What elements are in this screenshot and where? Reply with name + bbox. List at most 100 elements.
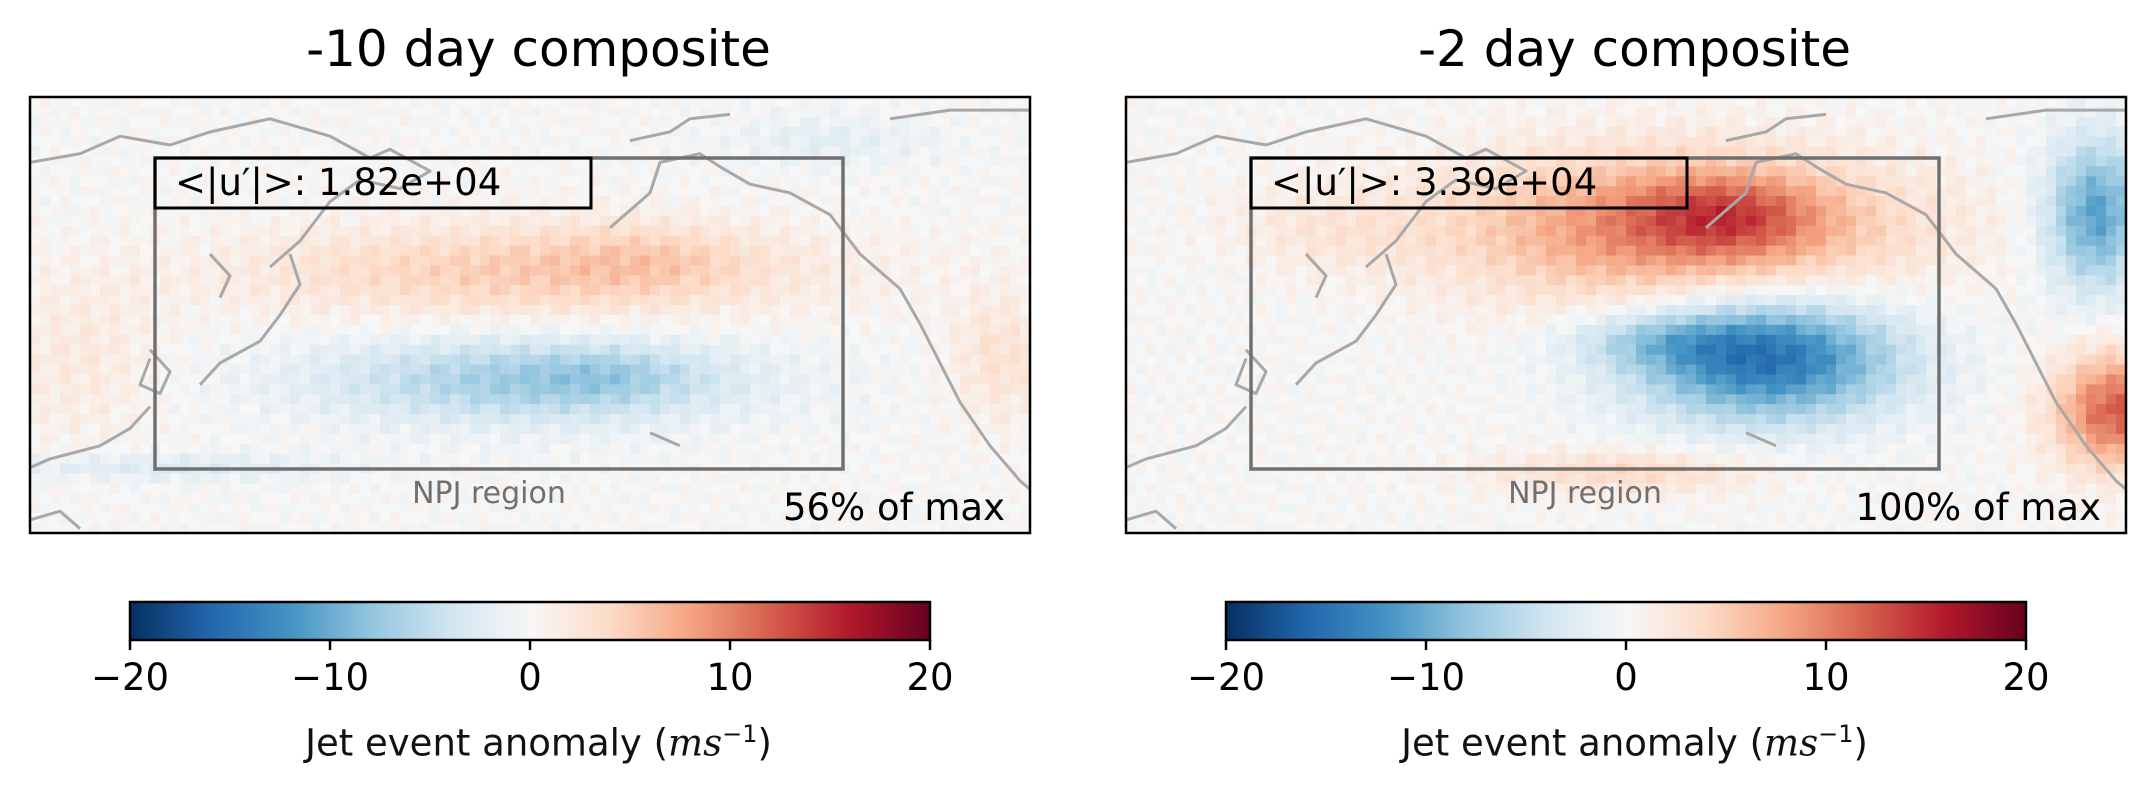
heatmap-cell [970,245,981,257]
heatmap-cell [320,126,331,138]
heatmap-cell [910,324,921,336]
heatmap-cell [840,206,851,217]
heatmap-cell [930,414,941,425]
heatmap-cell [1886,136,1897,148]
heatmap-cell [910,414,921,425]
heatmap-cell [690,275,701,286]
heatmap-cell [850,206,861,217]
heatmap-cell [650,523,661,533]
heatmap-cell [850,394,861,405]
heatmap-cell [750,523,761,533]
heatmap-cell [300,394,311,405]
heatmap-cell [720,384,731,395]
heatmap-cell [900,503,911,514]
heatmap-cell [480,453,491,465]
heatmap-cell [210,225,221,237]
heatmap-cell [930,443,941,455]
heatmap-cell [370,453,381,465]
heatmap-cell [930,305,941,316]
heatmap-cell [390,414,401,425]
heatmap-cell [690,235,701,247]
heatmap-cell [540,206,551,217]
heatmap-cell [50,513,61,524]
heatmap-cell [270,106,281,118]
heatmap-cell [810,206,821,217]
heatmap-cell [890,156,901,167]
heatmap-cell [410,146,421,158]
heatmap-cell [480,225,491,237]
heatmap-cell [770,473,781,485]
heatmap-cell [980,245,991,257]
heatmap-cell [1766,106,1777,118]
heatmap-cell [430,523,441,533]
heatmap-cell [50,414,61,425]
heatmap-cell [790,215,801,227]
heatmap-cell [450,394,461,405]
heatmap-cell [1736,106,1747,118]
heatmap-cell [910,97,921,108]
heatmap-cell [230,285,241,296]
heatmap-cell [740,126,751,138]
heatmap-cell [1236,126,1247,138]
heatmap-cell [480,156,491,167]
heatmap-cell [400,305,411,316]
heatmap-cell [800,265,811,276]
heatmap-cell [310,493,321,504]
heatmap-cell [410,344,421,356]
heatmap-cell [730,245,741,257]
heatmap-cell [990,126,1001,138]
heatmap-cell [930,166,941,177]
heatmap-cell [120,275,131,286]
heatmap-cell [830,156,841,167]
heatmap-cell [160,414,171,425]
heatmap-cell [400,315,411,326]
heatmap-cell [510,324,521,336]
heatmap-cell [90,364,101,376]
heatmap-cell [980,503,991,514]
heatmap-cell [350,225,361,237]
heatmap-cell [180,354,191,366]
heatmap-cell [160,235,171,247]
heatmap-cell [940,483,951,494]
heatmap-cell [170,404,181,415]
heatmap-cell [340,275,351,286]
heatmap-cell [140,483,151,494]
heatmap-cell [670,384,681,395]
heatmap-cell [350,394,361,405]
heatmap-cell [540,513,551,524]
heatmap-cell [550,364,561,376]
heatmap-cell [1776,97,1787,108]
heatmap-cell [90,275,101,286]
heatmap-cell [600,225,611,237]
heatmap-cell [160,255,171,267]
heatmap-cell [1000,265,1011,276]
heatmap-cell [280,275,291,286]
heatmap-cell [580,493,591,504]
heatmap-cell [610,523,621,533]
heatmap-cell [630,255,641,267]
heatmap-cell [940,344,951,356]
heatmap-cell [70,97,81,108]
heatmap-cell [740,186,751,197]
heatmap-cell [1010,473,1021,485]
heatmap-cell [400,364,411,376]
heatmap-cell [2056,116,2067,128]
heatmap-cell [470,275,481,286]
heatmap-cell [1796,126,1807,138]
heatmap-cell [610,344,621,356]
heatmap-cell [750,176,761,187]
heatmap-cell [210,493,221,504]
heatmap-cell [480,384,491,395]
heatmap-cell [860,215,871,227]
heatmap-cell [1426,106,1437,118]
heatmap-cell [870,206,881,217]
heatmap-cell [480,404,491,415]
heatmap-cell [840,433,851,445]
heatmap-cell [380,106,391,118]
heatmap-cell [440,364,451,376]
heatmap-cell [370,424,381,435]
heatmap-cell [520,473,531,485]
heatmap-cell [660,206,671,217]
heatmap-cell [870,255,881,267]
heatmap-cell [1010,453,1021,465]
